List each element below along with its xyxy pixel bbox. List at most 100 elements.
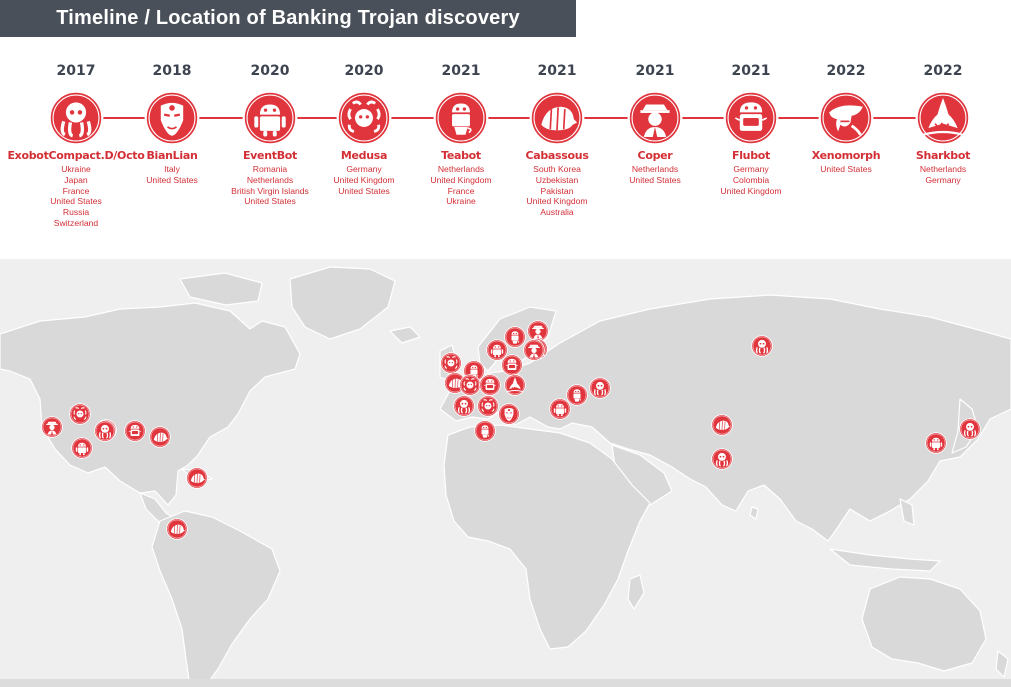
map-marker-android-robot-icon [925,432,947,454]
country-label: United Kingdom [720,185,782,196]
country-label: United States [338,185,390,196]
trojan-countries: Germany Colombia United Kingdom [676,164,826,196]
country-label: Ukraine [446,196,476,207]
country-label: Germany [925,174,961,185]
madagascar-landmass [627,574,645,610]
new-zealand-landmass [995,650,1009,678]
map-marker-octopus-icon [751,335,773,357]
map-marker-armadillo-icon [149,426,171,448]
country-label: United States [244,196,296,207]
map-marker-armadillo-icon [186,467,208,489]
map-marker-armadillo-icon [166,518,188,540]
page-title: Timeline / Location of Banking Trojan di… [0,0,576,37]
country-label: United Kingdom [430,174,492,185]
map-marker-android-teacup-icon [504,326,526,348]
country-label: United States [50,196,102,207]
country-label: United States [146,174,198,185]
australia-landmass [861,576,987,672]
android-mask-icon [723,90,779,146]
map-marker-medusa-icon [440,352,462,374]
country-label: Uzbekistan [535,174,579,185]
south-america-landmass [151,510,281,687]
country-label: Japan [64,174,88,185]
country-label: Germany [346,164,382,174]
trojan-name: Teabot [441,149,481,162]
trojan-countries: United States [771,164,921,175]
trojan-countries: Netherlands Germany [868,164,1011,186]
sri-lanka-landmass [749,506,759,520]
timeline: 2017 ExobotCompact.D/Octo Ukraine Japan Fran… [0,37,1011,259]
timeline-year: 2017 [56,63,96,79]
timeline-year: 2018 [152,63,192,79]
timeline-connector-line [76,117,943,119]
alien-icon [818,90,874,146]
shark-icon [915,90,971,146]
timeline-year: 2021 [537,63,577,79]
africa-landmass [443,424,651,650]
map-marker-medusa-icon [477,395,499,417]
trojan-name: Sharkbot [915,149,971,162]
timeline-year: 2021 [441,63,481,79]
trojan-countries: Netherlands United States [580,164,730,186]
map-marker-gangster-icon [41,416,63,438]
arctic-islands [179,272,263,306]
map-marker-android-robot-icon [549,398,571,420]
map-marker-android-teacup-icon [566,384,588,406]
country-label: Russia [62,207,90,218]
country-label: United States [820,164,872,174]
country-label: United Kingdom [526,196,588,207]
map-marker-android-robot-icon [486,339,508,361]
country-label: Germany [733,164,769,174]
trojan-countries: Ukraine Japan France United States Russia Swi… [1,164,151,229]
trojan-countries: Netherlands United Kingdom France Ukraine [386,164,536,207]
country-label: Colombia [732,174,770,185]
map-marker-octopus-icon [711,448,733,470]
country-label: Netherlands [246,174,294,185]
android-robot-icon [242,90,298,146]
country-label: France [447,185,475,196]
map-marker-medusa-icon [69,403,91,425]
map-marker-android-robot-icon [71,437,93,459]
octopus-icon [48,90,104,146]
gangster-icon [627,90,683,146]
trojan-name: Medusa [340,149,388,162]
map-marker-gangster-icon [527,320,549,342]
map-marker-shark-icon [504,374,526,396]
trojan-countries: Romania Netherlands British Virgin Islands… [195,164,345,207]
country-label: Romania [252,164,288,174]
world-map-land [0,266,1011,687]
map-marker-octopus-icon [959,418,981,440]
map-marker-android-mask-icon [479,374,501,396]
trojan-name: ExobotCompact.D/Octo [7,149,145,162]
north-america-landmass [0,302,301,506]
timeline-year: 2021 [731,63,771,79]
medusa-icon [336,90,392,146]
android-teacup-icon [433,90,489,146]
map-marker-octopus-icon [589,377,611,399]
map-marker-android-mask-icon [124,420,146,442]
trojan-name: Coper [637,149,673,162]
timeline-year: 2020 [344,63,384,79]
greenland-landmass [289,266,396,340]
trojan-countries: Italy United States [97,164,247,186]
map-marker-gangster-icon [523,339,545,361]
trojan-countries: South Korea Uzbekistan Pakistan United King… [482,164,632,218]
timeline-year: 2022 [826,63,866,79]
trojan-name: Cabassous [525,149,589,162]
trojan-name: Flubot [731,149,770,162]
country-label: Switzerland [53,217,99,228]
country-label: Pakistan [540,185,574,196]
timeline-year: 2022 [923,63,963,79]
map-marker-octopus-icon [453,395,475,417]
trojan-name: BianLian [146,149,198,162]
country-label: Australia [540,207,574,218]
map-marker-android-teacup-icon [474,420,496,442]
map-marker-medusa-icon [459,374,481,396]
map-marker-opera-mask-icon [498,403,520,425]
country-label: South Korea [533,164,581,174]
philippines-islands [899,498,915,526]
country-label: Netherlands [631,164,679,174]
country-label: British Virgin Islands [231,185,309,196]
opera-mask-icon [144,90,200,146]
trojan-name: Xenomorph [811,149,881,162]
